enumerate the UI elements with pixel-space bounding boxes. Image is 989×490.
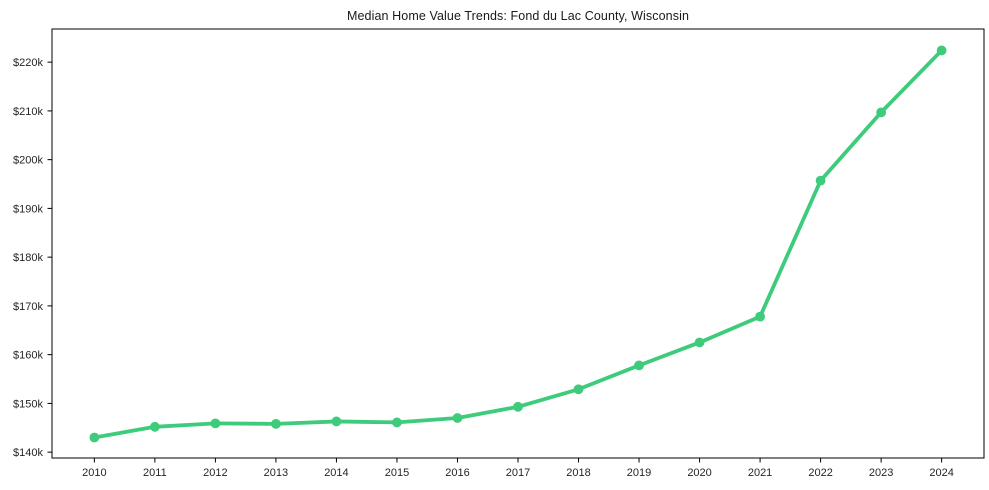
x-tick-label: 2016 (445, 467, 469, 479)
y-tick-label: $210k (13, 106, 43, 118)
data-point-2021 (755, 311, 765, 322)
x-tick-label: 2011 (143, 467, 167, 479)
x-tick-label: 2023 (869, 467, 893, 479)
data-point-2022 (815, 175, 826, 186)
x-tick-label: 2020 (687, 467, 711, 479)
x-tick-label: 2017 (506, 467, 530, 479)
x-tick-label: 2019 (627, 467, 651, 479)
plot-border (51, 28, 985, 459)
data-point-2013 (271, 418, 281, 429)
x-tick-label: 2012 (203, 467, 227, 479)
chart-title: Median Home Value Trends: Fond du Lac Co… (346, 9, 689, 23)
data-point-2019 (634, 360, 644, 371)
data-point-2014 (331, 416, 342, 427)
y-tick-label: $150k (13, 398, 43, 410)
y-tick-label: $140k (13, 447, 43, 459)
x-tick-label: 2018 (566, 467, 590, 479)
data-point-2012 (210, 418, 221, 429)
data-point-2018 (573, 384, 584, 395)
data-point-2015 (392, 417, 402, 428)
data-point-2020 (694, 337, 705, 348)
x-tick-label: 2010 (82, 467, 106, 479)
data-point-2023 (876, 107, 887, 118)
x-tick-label: 2015 (385, 467, 409, 479)
y-tick-label: $220k (13, 57, 43, 69)
x-tick-label: 2014 (324, 467, 348, 479)
y-tick-label: $160k (13, 350, 43, 362)
x-tick-label: 2024 (929, 467, 953, 479)
data-point-2017 (513, 401, 523, 412)
data-point-2024 (936, 45, 947, 56)
data-point-2010 (89, 432, 100, 443)
y-tick-label: $180k (13, 252, 43, 264)
x-tick-label: 2013 (264, 467, 288, 479)
x-tick-label: 2021 (748, 467, 772, 479)
y-tick-label: $190k (13, 203, 43, 215)
data-point-2011 (149, 421, 160, 432)
x-tick-label: 2022 (808, 467, 832, 479)
y-tick-label: $170k (13, 301, 43, 313)
data-point-2016 (452, 413, 463, 423)
y-tick-label: $200k (13, 155, 43, 167)
